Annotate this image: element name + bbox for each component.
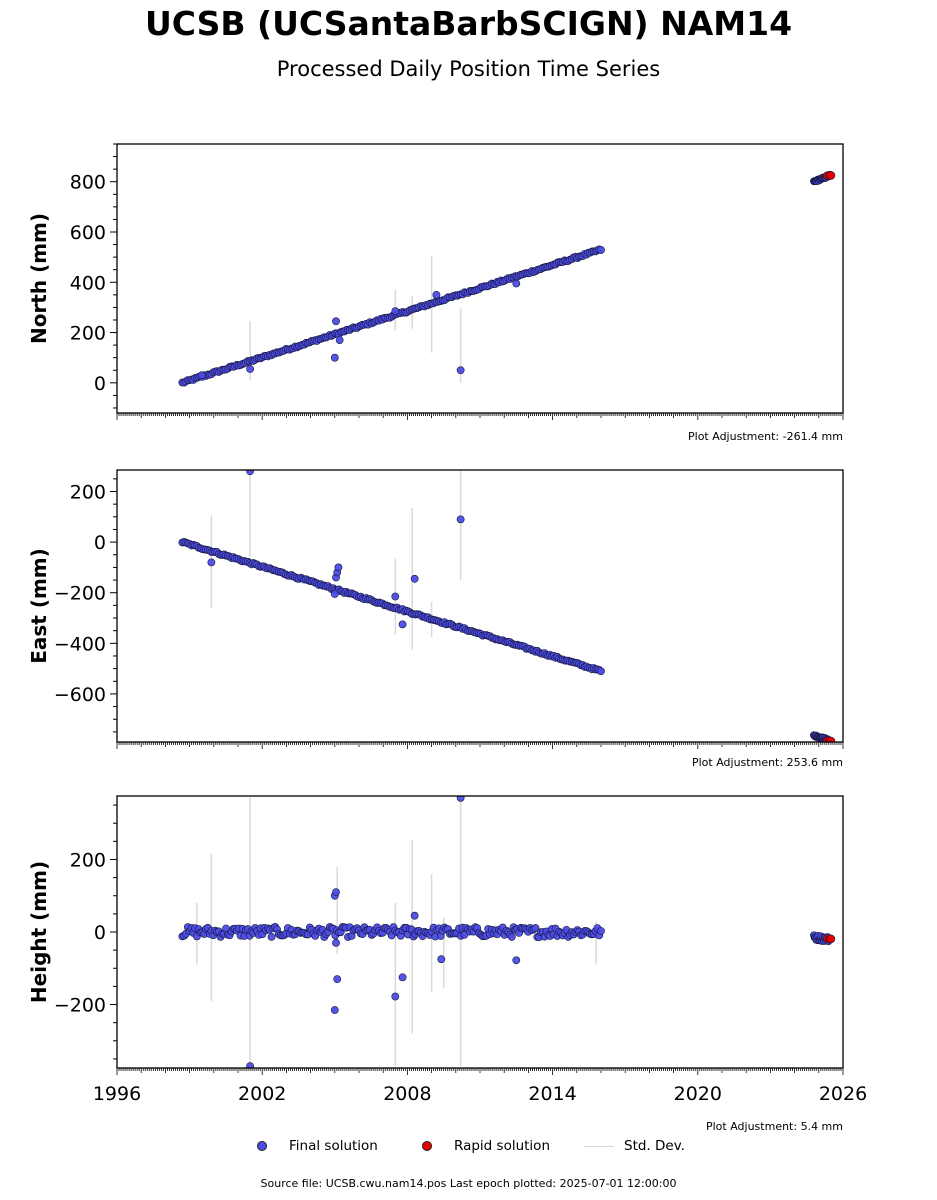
final-outlier-point bbox=[332, 317, 340, 326]
final-outlier-point bbox=[246, 470, 254, 476]
y-tick-label: 400 bbox=[70, 272, 106, 294]
final-outlier-point bbox=[456, 515, 465, 524]
y-tick-label: 0 bbox=[94, 532, 106, 554]
final-outlier-point bbox=[437, 955, 446, 964]
final-outlier-point bbox=[512, 956, 521, 965]
y-tick-label: 800 bbox=[70, 172, 106, 194]
panel-1: 0 200 400 600 800 North (mm) Plot Adjustment: … bbox=[27, 143, 844, 443]
final-solution-marker-icon bbox=[257, 1141, 267, 1151]
plot-adjustment-note: Plot Adjustment: 253.6 mm bbox=[692, 756, 843, 769]
final-outlier-point bbox=[410, 911, 419, 920]
final-outlier-point bbox=[332, 888, 340, 897]
final-point bbox=[597, 927, 605, 935]
rapid-point bbox=[826, 736, 836, 742]
rapid-point bbox=[826, 934, 836, 944]
final-point bbox=[531, 924, 540, 932]
final-outlier-point bbox=[330, 590, 339, 598]
y-axis-label: Height (mm) bbox=[27, 861, 51, 1003]
legend-std-label: Std. Dev. bbox=[624, 1138, 685, 1154]
legend-final: Final solution bbox=[257, 1138, 378, 1154]
final-outlier-point bbox=[246, 1062, 254, 1068]
final-outlier-point bbox=[330, 1006, 339, 1014]
y-tick-label: 0 bbox=[94, 373, 106, 395]
source-footer: Source file: UCSB.cwu.nam14.pos Last epo… bbox=[260, 1177, 677, 1190]
final-outlier-point bbox=[398, 620, 407, 629]
panel-2: −600 −400 −200 0 200 East (mm) Plot Adjustment… bbox=[27, 469, 844, 769]
y-tick-label: −400 bbox=[54, 633, 106, 655]
panel-3: −200 0 200 Height (mm) Plot Adjustment: 5.4 … bbox=[27, 795, 867, 1133]
legend-std: Std. Dev. bbox=[584, 1138, 685, 1154]
plot-area bbox=[178, 470, 836, 742]
final-outlier-point bbox=[512, 279, 521, 288]
final-outlier-point bbox=[333, 975, 342, 984]
final-point bbox=[597, 667, 605, 676]
final-outlier-point bbox=[391, 992, 400, 1001]
final-outlier-point bbox=[335, 336, 344, 344]
y-tick-label: −600 bbox=[54, 684, 106, 706]
y-tick-label: 200 bbox=[70, 849, 106, 871]
plot-adjustment-note: Plot Adjustment: -261.4 mm bbox=[688, 430, 843, 443]
final-outlier-point bbox=[456, 796, 465, 802]
x-tick-label: 2008 bbox=[383, 1083, 431, 1105]
y-tick-label: 0 bbox=[94, 922, 106, 944]
chart-title: UCSB (UCSantaBarbSCIGN) NAM14 bbox=[144, 4, 793, 43]
final-point bbox=[597, 246, 605, 254]
final-outlier-point bbox=[391, 307, 400, 316]
x-tick-label: 2026 bbox=[819, 1083, 867, 1105]
x-tick-label: 2014 bbox=[528, 1083, 576, 1105]
final-point bbox=[507, 932, 516, 941]
y-tick-label: −200 bbox=[54, 995, 106, 1017]
std-dev-line-icon bbox=[584, 1145, 614, 1147]
final-outlier-point bbox=[456, 366, 465, 375]
panel-frame bbox=[116, 469, 844, 743]
final-outlier-point bbox=[207, 558, 216, 567]
chart-subtitle: Processed Daily Position Time Series bbox=[276, 57, 661, 81]
y-axis-label: North (mm) bbox=[27, 213, 51, 344]
final-outlier-point bbox=[330, 353, 339, 362]
plot-area bbox=[178, 796, 836, 1068]
y-tick-label: 200 bbox=[70, 323, 106, 345]
final-outlier-point bbox=[398, 973, 407, 982]
x-tick-label: 1996 bbox=[93, 1083, 141, 1105]
legend-final-label: Final solution bbox=[289, 1138, 378, 1154]
plot-area bbox=[178, 170, 836, 387]
y-axis-label: East (mm) bbox=[27, 548, 51, 664]
legend-rapid-label: Rapid solution bbox=[454, 1138, 550, 1154]
final-outlier-point bbox=[410, 574, 419, 583]
final-point bbox=[267, 932, 276, 941]
x-tick-label: 2002 bbox=[238, 1083, 286, 1105]
x-tick-label: 2020 bbox=[674, 1083, 722, 1105]
plot-adjustment-note: Plot Adjustment: 5.4 mm bbox=[706, 1120, 843, 1133]
y-tick-label: 200 bbox=[70, 482, 106, 504]
y-tick-label: 600 bbox=[70, 222, 106, 244]
final-outlier-point bbox=[391, 592, 400, 601]
final-outlier-point bbox=[332, 938, 340, 947]
final-outlier-point bbox=[432, 290, 441, 299]
legend-rapid: Rapid solution bbox=[422, 1138, 550, 1154]
rapid-solution-marker-icon bbox=[422, 1141, 432, 1151]
final-outlier-point bbox=[246, 365, 254, 373]
y-tick-label: −200 bbox=[54, 583, 106, 605]
final-outlier-point bbox=[334, 563, 343, 572]
final-outlier-point bbox=[197, 371, 206, 380]
legend: Final solution Rapid solution Std. Dev. bbox=[0, 1138, 937, 1158]
rapid-point bbox=[826, 171, 836, 180]
